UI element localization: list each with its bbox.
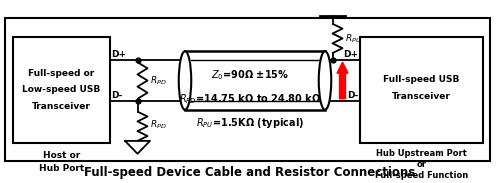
Ellipse shape xyxy=(319,51,331,110)
Text: $R_{PD}$: $R_{PD}$ xyxy=(150,118,166,131)
Text: Full-speed USB: Full-speed USB xyxy=(383,75,460,84)
Text: $Z_0$=90Ω ±15%: $Z_0$=90Ω ±15% xyxy=(211,68,289,82)
Text: Full-speed or: Full-speed or xyxy=(28,69,94,78)
Text: D+: D+ xyxy=(344,50,358,59)
Bar xyxy=(360,37,482,143)
Text: Full-speed Function: Full-speed Function xyxy=(374,171,468,180)
Text: Full-speed Device Cable and Resistor Connections: Full-speed Device Cable and Resistor Con… xyxy=(84,166,415,179)
Text: Hub Upstream Port: Hub Upstream Port xyxy=(376,149,466,158)
Bar xyxy=(185,51,325,110)
Text: Low-speed USB: Low-speed USB xyxy=(22,85,101,94)
Bar xyxy=(12,37,110,143)
Polygon shape xyxy=(337,62,348,99)
Text: D+: D+ xyxy=(112,50,126,59)
Text: D-: D- xyxy=(112,91,123,100)
Text: Transceiver: Transceiver xyxy=(392,92,450,102)
Text: $R_{PU}$=1.5KΩ (typical): $R_{PU}$=1.5KΩ (typical) xyxy=(196,116,304,130)
Text: Transceiver: Transceiver xyxy=(32,102,90,111)
Text: or: or xyxy=(416,160,426,169)
Text: $R_{PD}$=14.75 kΩ to 24.80 kΩ: $R_{PD}$=14.75 kΩ to 24.80 kΩ xyxy=(179,92,321,106)
Text: $R_{PU}$: $R_{PU}$ xyxy=(345,32,362,45)
Text: Host or: Host or xyxy=(42,151,80,160)
Text: $R_{PD}$: $R_{PD}$ xyxy=(150,74,166,87)
Text: Hub Port: Hub Port xyxy=(38,164,84,173)
Text: D-: D- xyxy=(347,91,358,100)
Ellipse shape xyxy=(179,51,191,110)
Bar xyxy=(5,18,490,161)
